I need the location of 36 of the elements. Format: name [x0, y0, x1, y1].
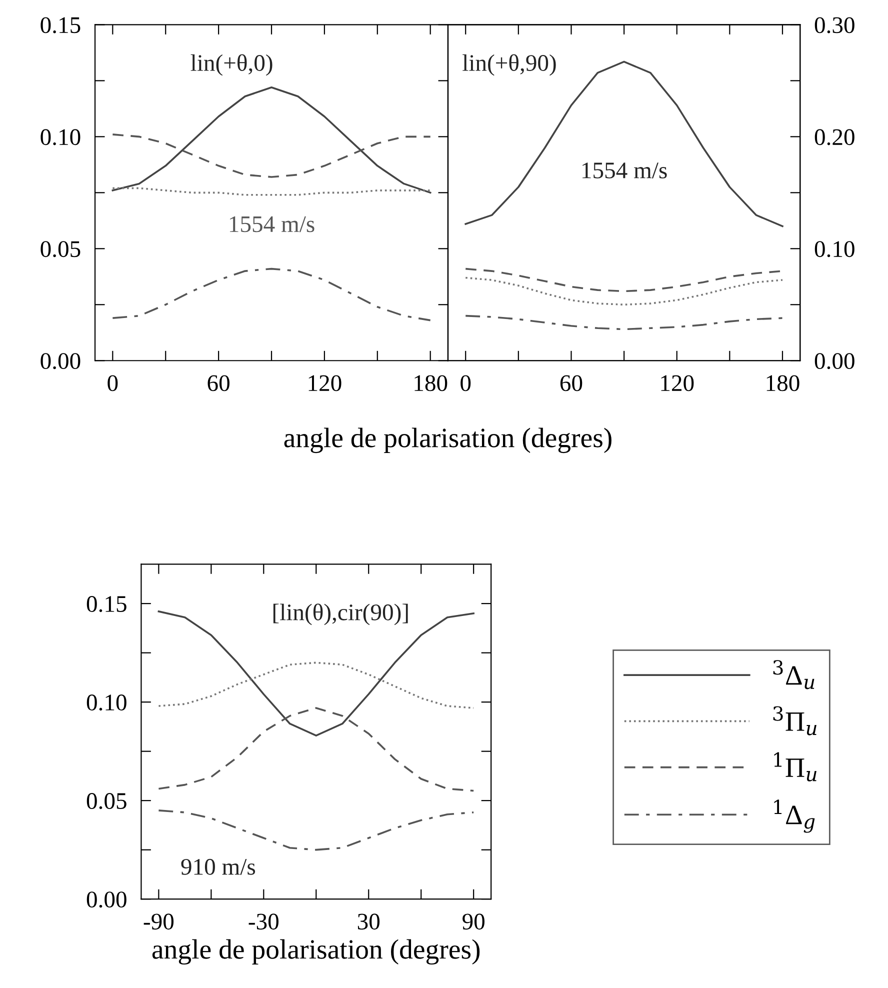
x-tick-label: 120 [661, 375, 694, 392]
legend-label: $^{3}$Π$_{u}$ [773, 706, 816, 736]
x-tick-label: 180 [766, 375, 800, 392]
x-tick-label: 0 [108, 375, 118, 392]
y-tick-label: 0.05 [86, 793, 126, 810]
y-tick-label: 0.15 [86, 596, 126, 612]
legend-label: $^{3}$Δ$_{u}$ [773, 660, 814, 690]
x-axis-title: angle de polarisation (degres) [284, 428, 612, 454]
annotation: 910 m/s [181, 858, 256, 875]
y-tick-label: 0.00 [86, 892, 126, 908]
annotation: lin(+θ,0) [190, 54, 272, 76]
y2-tick-label: 0.30 [814, 17, 854, 34]
y-tick-label: 0.00 [40, 353, 80, 370]
annotation: [lin(θ),cir(90)] [273, 604, 408, 626]
annotation: 1554 m/s [230, 216, 314, 232]
y-tick-label: 0.10 [40, 129, 80, 146]
y2-tick-label: 0.20 [814, 129, 854, 146]
x-tick-label: 90 [462, 914, 484, 930]
x-tick-label: -30 [248, 914, 278, 930]
x-axis-title: angle de polarisation (degres) [152, 939, 480, 965]
annotation: 1554 m/s [582, 162, 667, 178]
x-tick-label: 120 [308, 375, 342, 392]
y2-tick-label: 0.10 [814, 241, 854, 258]
y-tick-label: 0.15 [40, 17, 80, 34]
x-tick-label: -90 [144, 914, 174, 930]
x-tick-label: 60 [208, 375, 230, 392]
x-tick-label: 0 [460, 375, 471, 392]
legend-label: $^{1}$Π$_{u}$ [774, 752, 816, 782]
y-tick-label: 0.05 [40, 241, 80, 258]
y-tick-label: 0.10 [86, 694, 126, 711]
y2-tick-label: 0.00 [814, 353, 854, 370]
legend-label: $^{1}$Δ$_{g}$ [774, 800, 815, 833]
x-tick-label: 60 [560, 375, 582, 392]
x-tick-label: 30 [358, 914, 380, 930]
x-tick-label: 180 [414, 375, 448, 392]
annotation: lin(+θ,90) [462, 54, 556, 76]
